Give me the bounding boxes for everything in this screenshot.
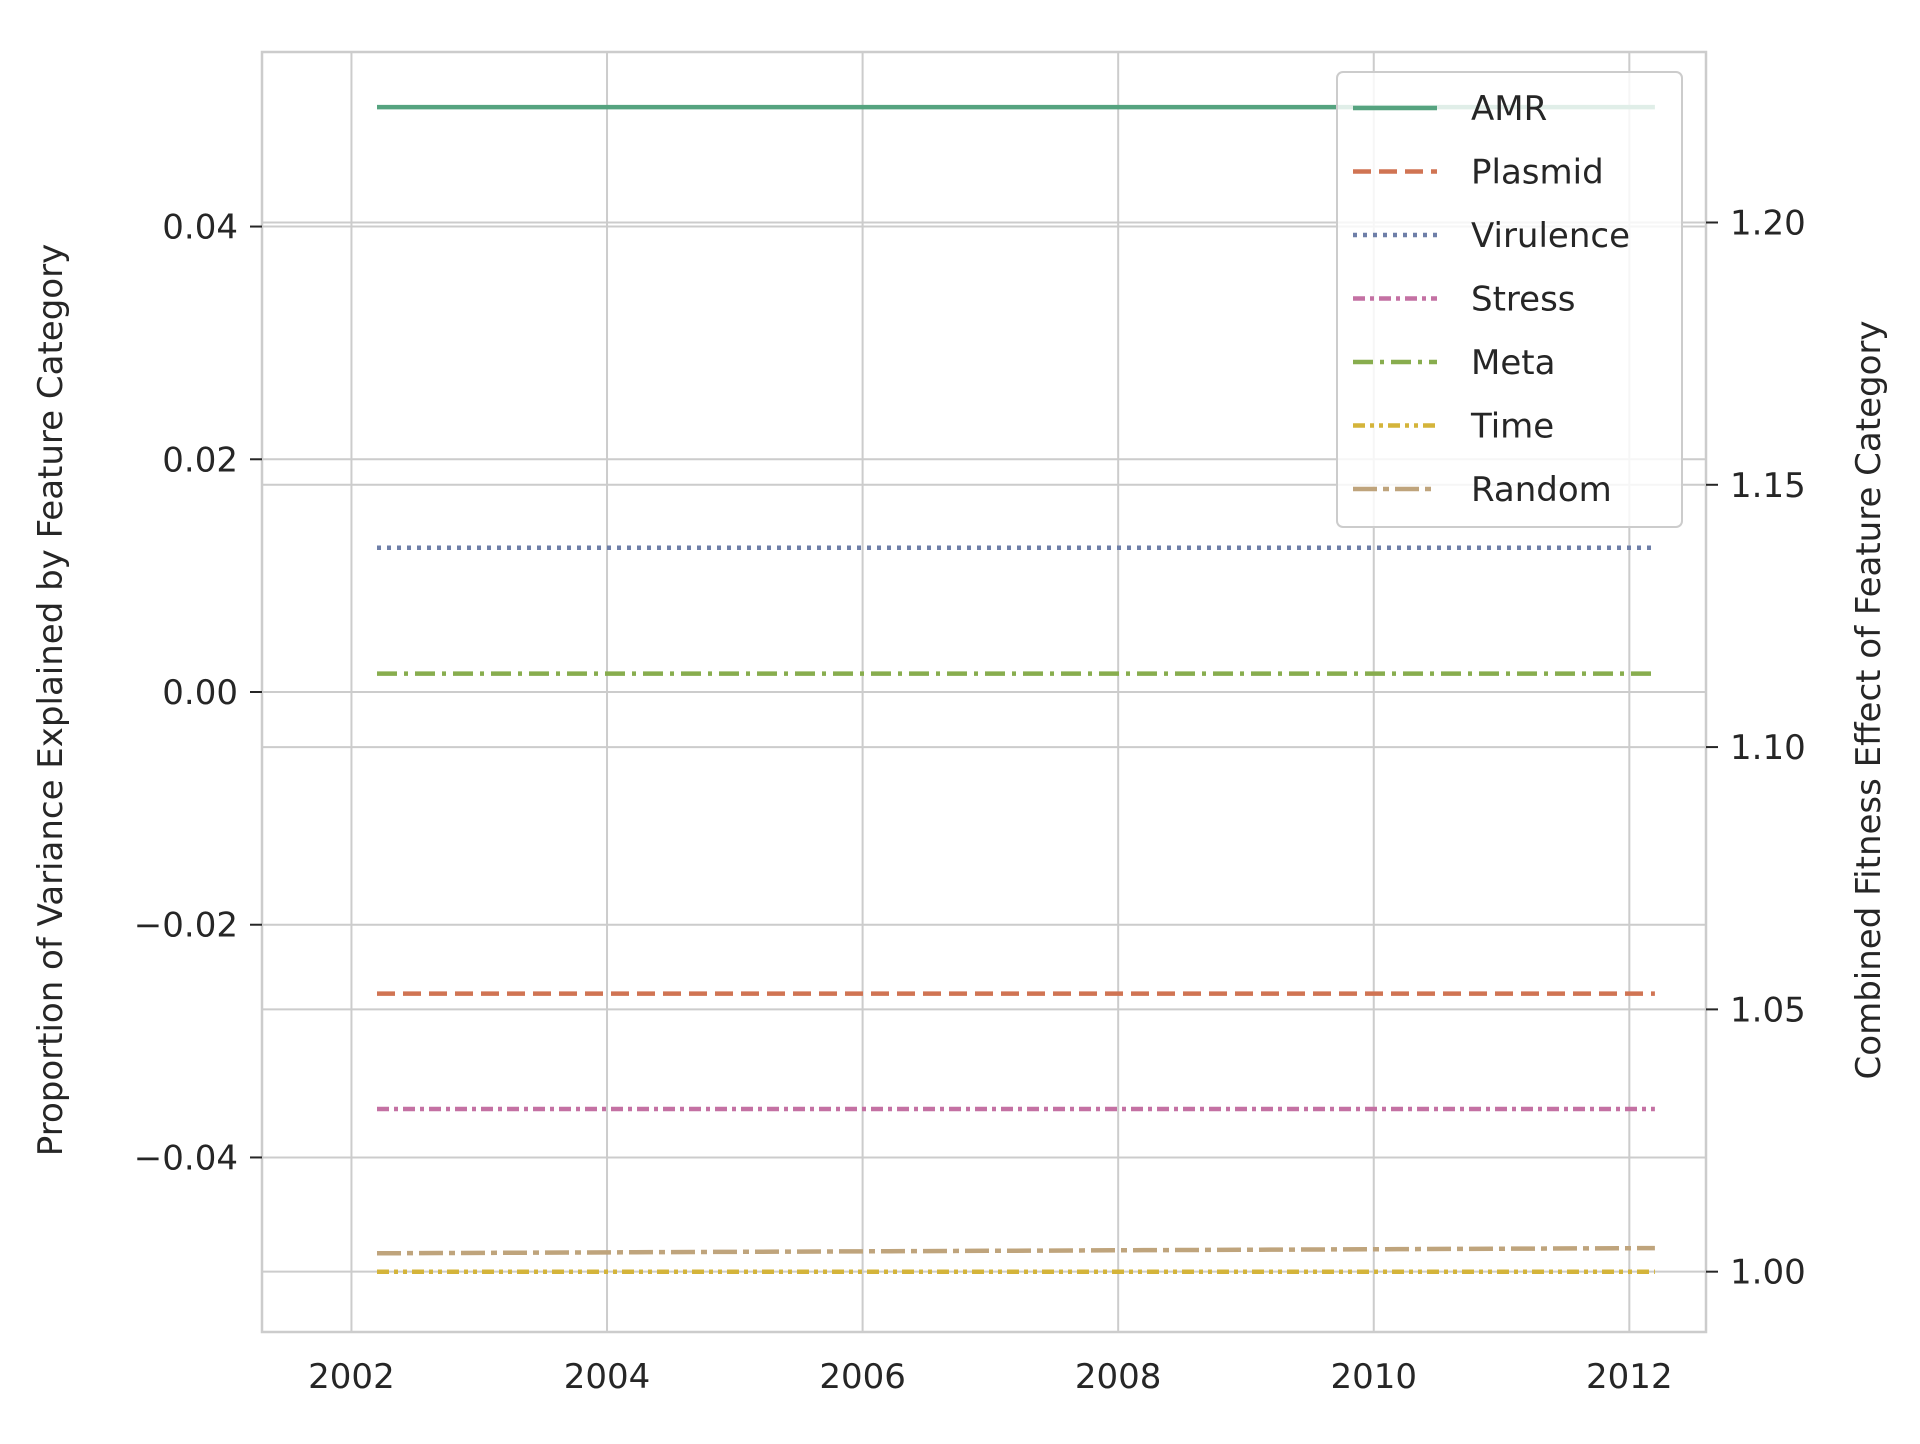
- legend-label-random: Random: [1471, 470, 1612, 510]
- legend-label-meta: Meta: [1471, 343, 1555, 383]
- x-tick-label: 2010: [1330, 1357, 1417, 1397]
- legend-label-plasmid: Plasmid: [1471, 153, 1604, 193]
- legend-label-time: Time: [1470, 407, 1554, 447]
- y-right-tick-label: 1.00: [1730, 1253, 1806, 1293]
- y-right-tick-label: 1.10: [1730, 728, 1806, 768]
- series-layer: [376, 104, 1655, 1274]
- y-right-tick-label: 1.05: [1730, 990, 1806, 1030]
- legend-label-stress: Stress: [1471, 280, 1576, 320]
- x-tick-label: 2012: [1586, 1357, 1673, 1397]
- legend: AMR Plasmid Virulence Stress Meta Time Random: [1336, 71, 1683, 528]
- y-left-tick-label: 0.02: [162, 440, 238, 480]
- y-axis-left-label: Proportion of Variance Explained by Feat…: [31, 244, 71, 1156]
- y-right-tick-label: 1.20: [1730, 203, 1806, 243]
- y-right-tick-label: 1.15: [1730, 466, 1806, 506]
- y-axis-right-label: Combined Fitness Effect of Feature Categ…: [1849, 321, 1889, 1080]
- ticks-layer: 2002 2004 2006 2008 2010 2012 0.04 0.02 0.00 −0.0…: [134, 203, 1806, 1397]
- y-left-tick-label: 0.00: [162, 673, 238, 713]
- y-left-tick-label: −0.04: [134, 1138, 238, 1178]
- y-left-tick-label: −0.02: [134, 906, 238, 946]
- legend-box: [1336, 71, 1683, 528]
- legend-label-amr: AMR: [1471, 89, 1547, 129]
- x-tick-label: 2006: [819, 1357, 906, 1397]
- legend-label-virulence: Virulence: [1471, 216, 1630, 256]
- x-tick-label: 2008: [1075, 1357, 1162, 1397]
- x-tick-label: 2004: [564, 1357, 651, 1397]
- y-left-tick-label: 0.04: [162, 208, 238, 248]
- series-line-random: [376, 1245, 1655, 1256]
- x-tick-label: 2002: [308, 1357, 395, 1397]
